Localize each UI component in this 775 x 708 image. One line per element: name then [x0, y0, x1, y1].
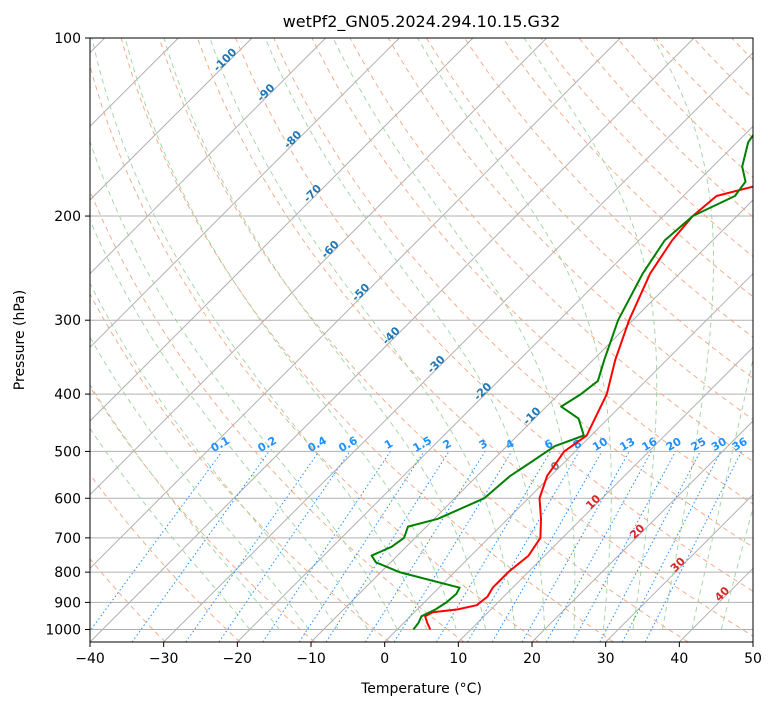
dry-adiabat-line	[90, 386, 315, 642]
dry-adiabat-line	[120, 38, 614, 642]
dry-adiabat-line	[158, 38, 689, 642]
isotherm-line	[457, 346, 753, 642]
moist-adiabat-line	[163, 38, 487, 630]
mixing-ratio-line	[491, 451, 603, 642]
mixing-ratio-line	[131, 451, 270, 642]
x-tick-label: 30	[597, 651, 615, 667]
x-tick-label: −40	[75, 651, 105, 667]
isotherm-line	[384, 272, 753, 642]
moist-adiabat-line	[90, 384, 280, 630]
sounding-series	[370, 133, 753, 631]
y-tick-label: 300	[54, 313, 81, 329]
y-tick-label: 600	[54, 491, 81, 507]
isotherm-line	[90, 38, 695, 642]
moist-adiabat-line	[691, 356, 753, 630]
moist-adiabat-line	[90, 219, 369, 630]
y-tick-label: 1000	[45, 622, 81, 638]
moist-adiabat-line	[264, 38, 545, 630]
x-axis-label: Temperature (°C)	[360, 681, 482, 697]
x-tick-label: −20	[223, 651, 253, 667]
isotherm-line	[90, 38, 253, 201]
y-tick-label: 500	[54, 444, 81, 460]
mixing-ratio-line	[185, 451, 320, 642]
dewpoint-profile-line	[370, 133, 753, 631]
isotherm-line	[310, 199, 753, 642]
moist-adiabat-line	[124, 38, 457, 630]
x-tick-label: 20	[523, 651, 541, 667]
y-tick-label: 700	[54, 531, 81, 547]
y-axis-label: Pressure (hPa)	[12, 290, 28, 390]
mixing-ratio-line	[218, 451, 351, 642]
y-tick-label: 100	[54, 31, 81, 47]
mixing-ratio-line	[572, 451, 676, 642]
dry-adiabat-line	[349, 38, 753, 463]
x-tick-label: 10	[449, 651, 467, 667]
isotherm-line	[90, 38, 400, 349]
moist-adiabat-line	[332, 38, 576, 630]
plot-frame	[89, 37, 754, 643]
mixing-ratio-line	[364, 451, 486, 642]
isotherm-line	[163, 51, 753, 642]
x-tick-label: −10	[296, 651, 326, 667]
mixing-ratio-line	[467, 451, 580, 642]
moist-adiabat-line	[91, 38, 428, 630]
mixing-ratio-line	[325, 451, 450, 642]
isotherm-line	[90, 38, 327, 275]
mixing-ratio-line	[393, 451, 513, 642]
y-tick-label: 200	[54, 209, 81, 225]
x-tick-label: 50	[744, 651, 762, 667]
isotherm-line	[90, 38, 548, 496]
dry-adiabat-line	[311, 38, 753, 505]
isotherm-line	[605, 493, 753, 642]
isotherm-line	[236, 125, 753, 642]
axis-ticks: −40 −30 −20 −10 0 10 20 30 40 50 100 200 300 400 500 60…	[45, 31, 762, 667]
mixing-ratio-line	[545, 451, 652, 642]
x-tick-label: −30	[149, 651, 179, 667]
x-tick-label: 40	[670, 651, 688, 667]
x-tick-label: 0	[380, 651, 389, 667]
y-tick-label: 900	[54, 595, 81, 611]
moist-adiabat-line	[417, 38, 612, 630]
isotherm-line	[531, 420, 753, 642]
moist-adiabat-line	[90, 140, 398, 630]
background-lines	[90, 38, 753, 642]
temperature-profile-line	[424, 185, 753, 630]
y-tick-label: 800	[54, 565, 81, 581]
isotherm-line	[90, 38, 474, 422]
moist-adiabat-line	[523, 38, 658, 630]
mixing-ratio-line	[521, 451, 630, 642]
moist-adiabat-line	[652, 38, 714, 630]
dry-adiabat-line	[90, 292, 390, 642]
dry-adiabat-line	[197, 38, 753, 637]
chart-title: wetPf2_GN05.2024.294.10.15.G32	[283, 12, 561, 32]
moist-adiabat-line	[90, 427, 251, 630]
dry-adiabat-line	[90, 64, 540, 642]
mixing-ratio-line	[90, 451, 223, 632]
dry-adiabat-line	[235, 38, 753, 592]
y-tick-label: 400	[54, 387, 81, 403]
isotherm-line	[90, 38, 621, 570]
